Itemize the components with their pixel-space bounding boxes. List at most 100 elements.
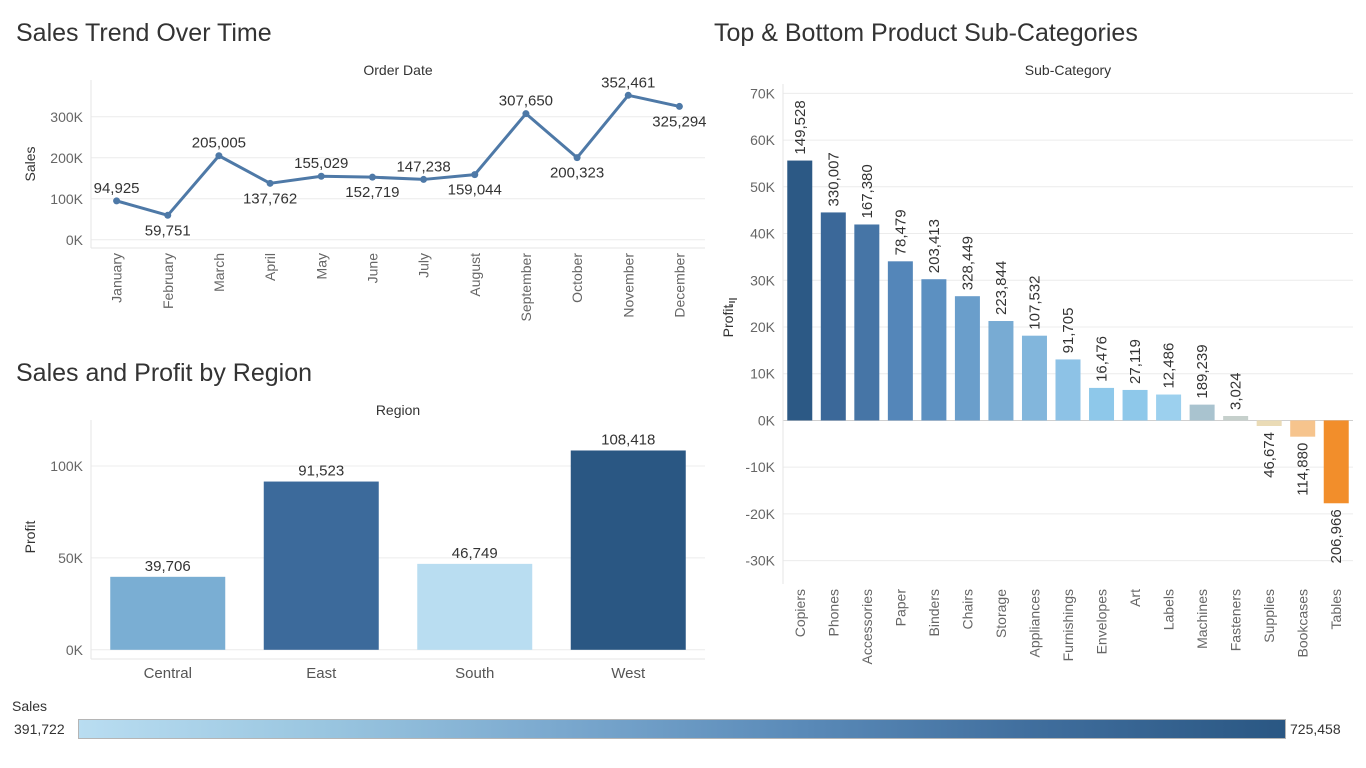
x-tick-label: October [569,253,585,303]
y-tick-label: 0K [66,232,84,248]
bar-label: 107,532 [1026,275,1043,329]
subcategory-bar [1223,416,1249,421]
y-tick-label: 40K [750,226,776,242]
x-tick-label: Accessories [859,589,875,664]
x-tick-label: February [160,253,176,309]
y-tick-label: 50K [750,179,776,195]
x-tick-label: June [364,253,380,284]
y-axis-title: Sales [22,146,38,181]
bar-label: 27,119 [1127,339,1144,384]
bar-label: 223,844 [993,261,1010,315]
data-label: 307,650 [499,93,553,110]
x-tick-label: Supplies [1261,589,1277,643]
bar-label: 46,674 [1261,432,1278,478]
x-tick-label: West [611,665,646,682]
legend-max-value: 725,458 [1290,721,1341,737]
data-point [624,91,632,99]
subcategory-bar [954,296,980,421]
x-tick-label: August [467,253,483,297]
subcategory-bar [787,160,813,421]
x-tick-label: Art [1127,589,1143,607]
x-tick-label: Bookcases [1295,589,1311,657]
sales-color-legend[interactable] [78,719,1286,739]
sales-line [116,93,680,217]
x-tick-label: Labels [1161,589,1177,630]
subcategory-bar [1089,387,1115,421]
bar-label: 167,380 [859,164,876,218]
subcategory-bar [921,279,947,421]
x-tick-label: South [455,665,494,682]
bar-label: 12,486 [1161,343,1178,389]
x-tick-label: Furnishings [1060,589,1076,661]
bar-label: 328,449 [959,236,976,290]
bar-label: 16,476 [1094,336,1111,382]
data-label: 205,005 [192,135,246,152]
x-tick-label: Envelopes [1094,589,1110,654]
data-point [573,154,581,162]
y-axis-title: Profit [22,521,38,554]
subcategory-bar [1055,359,1081,421]
bar-label: 3,024 [1228,372,1245,410]
subcategory-bar [1021,335,1047,421]
x-tick-label: November [620,253,636,318]
subcategory-chart-title: Top & Bottom Product Sub-Categories [714,19,1138,47]
data-point [317,172,325,180]
data-label: 325,294 [652,113,706,130]
y-tick-label: 60K [750,132,776,148]
x-tick-label: January [109,253,125,303]
subcategory-bar [1323,420,1349,504]
data-label: 152,719 [345,184,399,201]
x-tick-label: Chairs [959,589,975,629]
subcategory-bar [1156,394,1182,421]
region-bar [263,481,379,650]
bar-label: 108,418 [601,431,655,448]
sales-trend-title: Sales Trend Over Time [16,19,272,47]
x-tick-label: Storage [993,589,1009,638]
subcategory-bar [1290,420,1316,437]
x-tick-label: Tables [1328,589,1344,629]
y-tick-label: 50K [58,550,84,566]
y-tick-label: 30K [750,272,776,288]
region-chart-title: Sales and Profit by Region [16,359,313,387]
subcategory-bar [1256,420,1282,427]
x-axis-title: Region [376,402,420,418]
x-tick-label: Central [144,665,192,682]
subcategory-bar [820,212,846,421]
x-tick-label: Phones [825,589,841,636]
bar-label: 206,966 [1328,509,1345,563]
bar-label: 330,007 [825,152,842,206]
data-point [368,173,376,181]
y-tick-label: 100K [50,191,83,207]
region-bar [570,450,686,650]
y-tick-label: -30K [745,553,775,569]
x-tick-label: Appliances [1026,589,1042,658]
subcategory-bar [1189,404,1215,421]
data-label: 155,029 [294,155,348,172]
y-tick-label: 0K [758,412,776,428]
data-point [675,102,683,110]
legend-title: Sales [12,698,48,714]
x-tick-label: July [416,253,432,278]
y-tick-label: 100K [50,458,83,474]
x-axis-title: Sub-Category [1025,62,1111,78]
data-label: 59,751 [145,222,191,239]
x-tick-label: East [306,665,337,682]
x-tick-label: Copiers [792,589,808,637]
data-label: 147,238 [396,158,450,175]
bar-label: 91,705 [1060,308,1077,354]
x-tick-label: March [211,253,227,292]
data-label: 94,925 [94,180,140,197]
x-tick-label: December [671,253,687,318]
y-tick-label: 200K [50,150,83,166]
x-tick-label: Machines [1194,589,1210,649]
x-axis-title: Order Date [363,62,432,78]
subcategory-bar [988,321,1014,421]
data-label: 159,044 [448,182,502,199]
bar-label: 39,706 [145,558,191,575]
region-bar [417,563,533,650]
subcategory-bar [1122,389,1148,421]
data-point [164,211,172,219]
